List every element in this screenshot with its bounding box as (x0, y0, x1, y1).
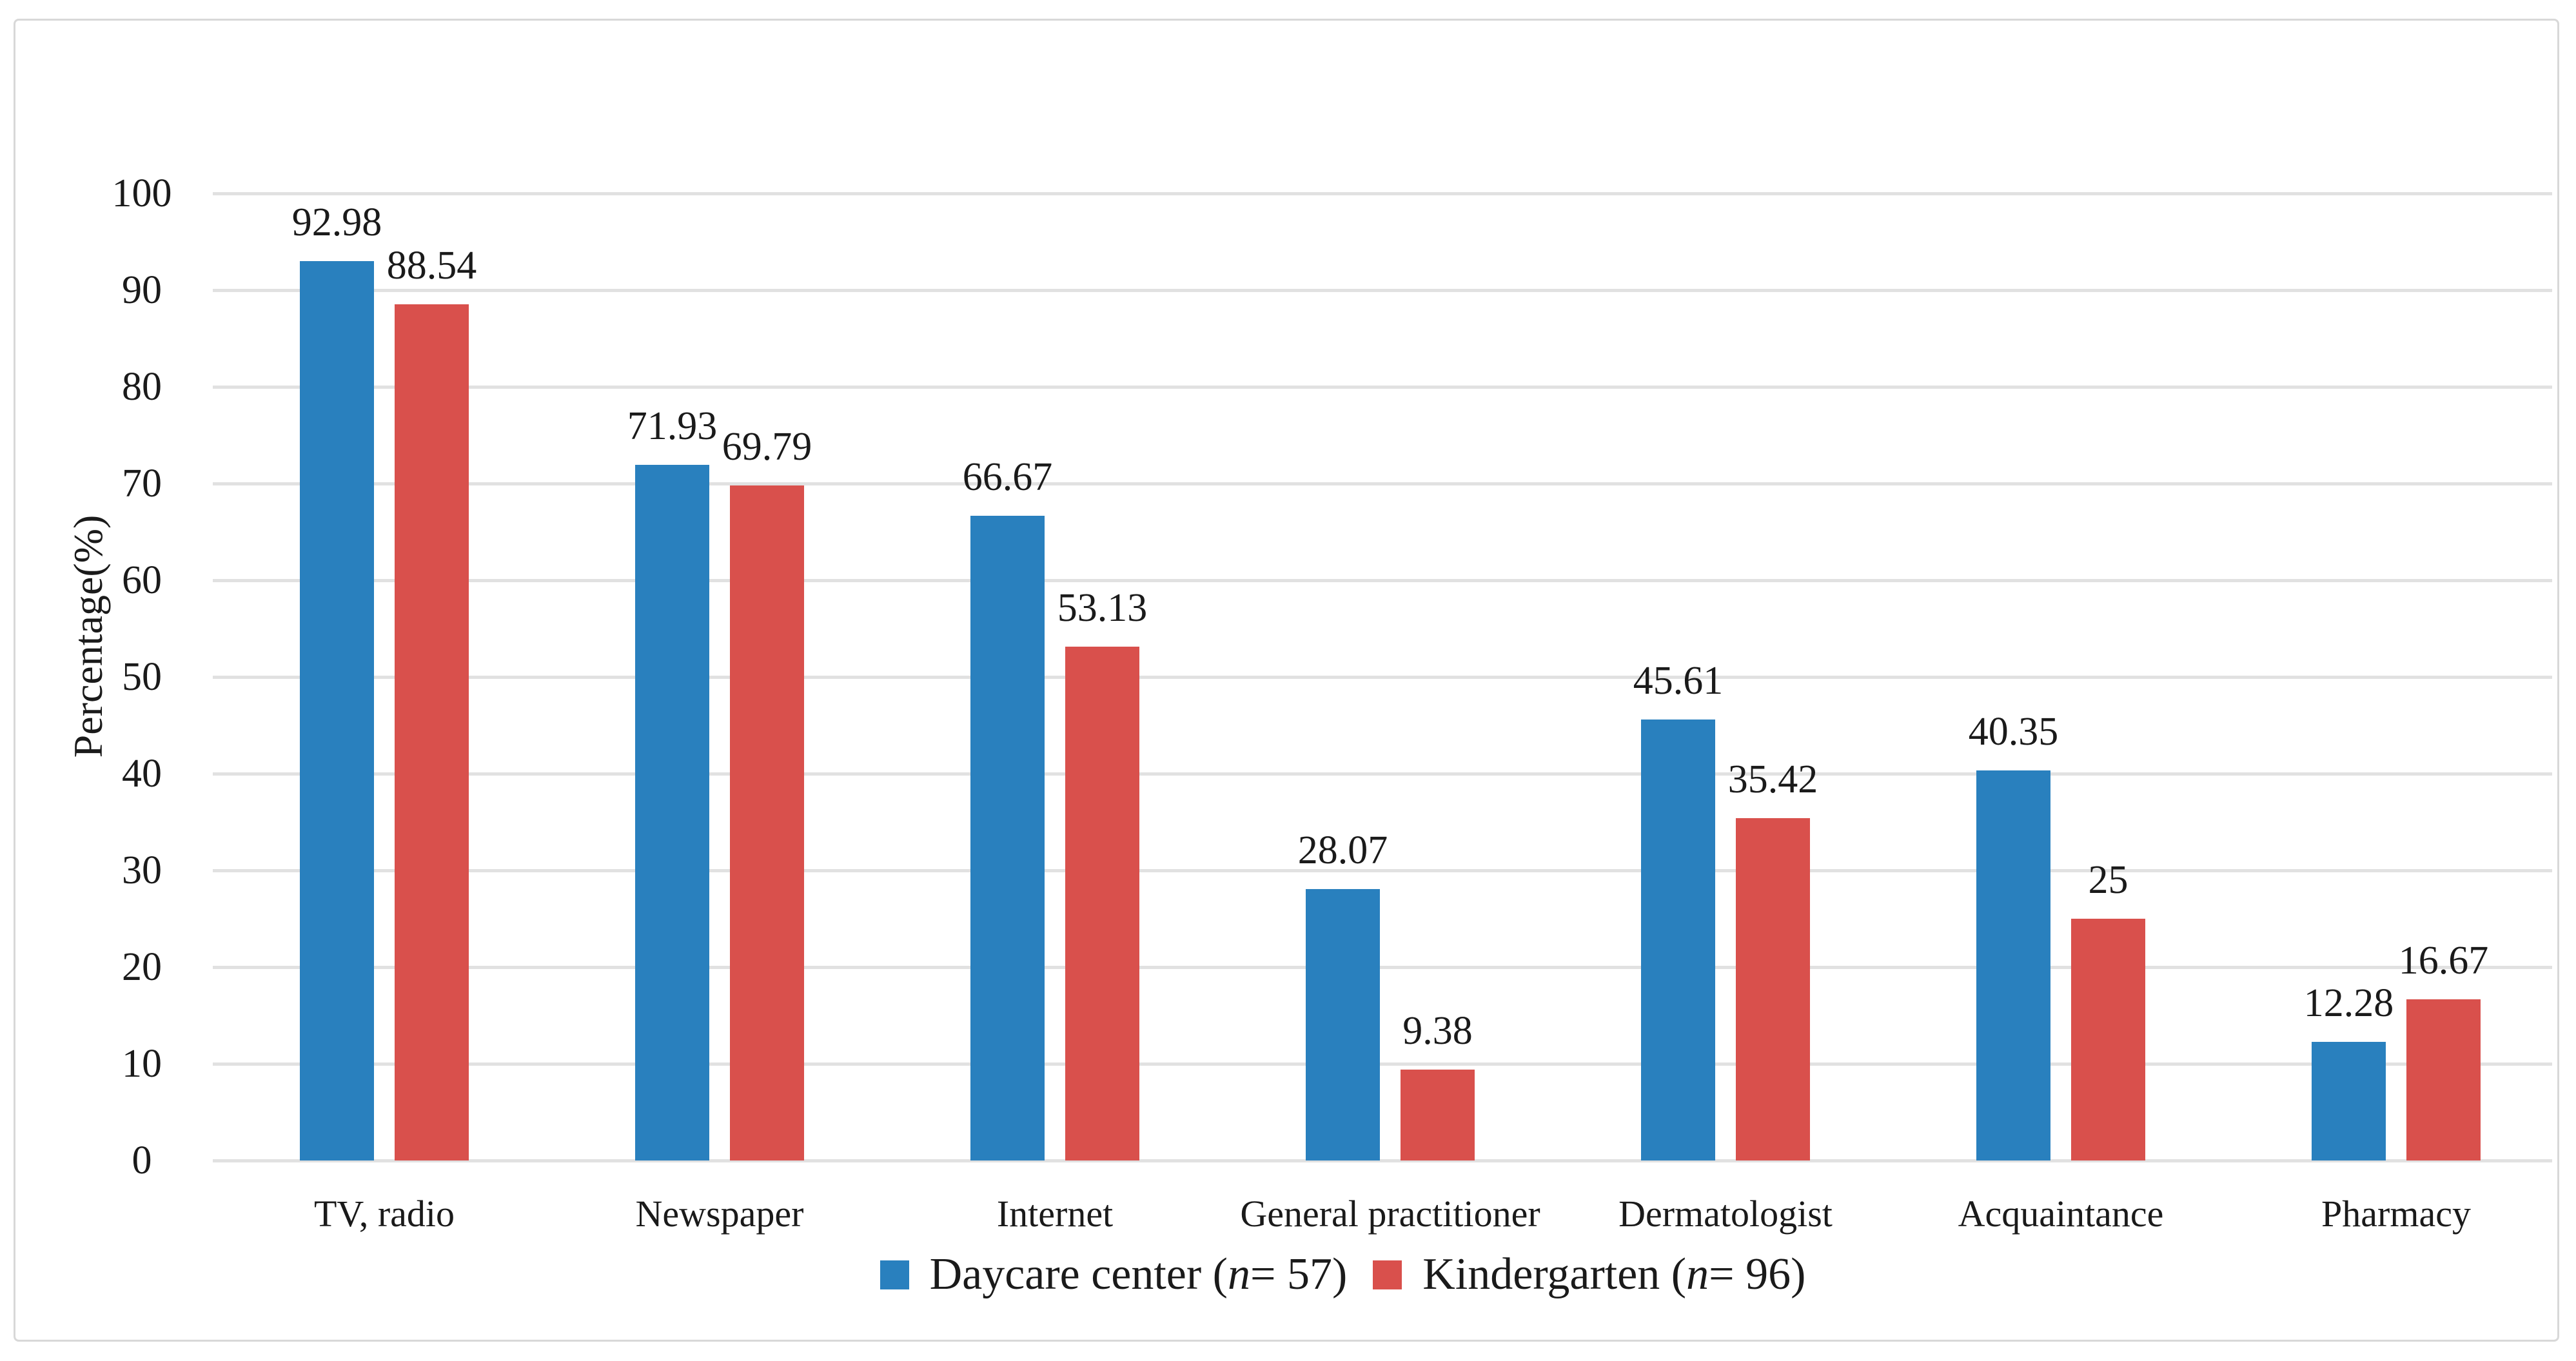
gridline-70 (213, 482, 2552, 485)
legend: Daycare center ( n = 57) Kindergarten (n … (55, 1248, 2576, 1302)
y-tick-label-40: 40 (122, 752, 162, 796)
y-tick-label-100: 100 (112, 171, 172, 215)
y-tick-label-0: 0 (132, 1139, 152, 1182)
bar-daycare-center-acquaintance (1976, 770, 2050, 1160)
value-label-daycare-center-tv-radio: 92.98 (291, 201, 382, 245)
y-tick-label-90: 90 (122, 268, 162, 312)
bar-kindergarten-newspaper (730, 485, 804, 1160)
value-label-kindergarten-tv-radio: 88.54 (386, 243, 477, 288)
legend-label-prefix: Daycare center ( (929, 1249, 1228, 1299)
gridline-100 (213, 192, 2552, 195)
gridline-60 (213, 579, 2552, 582)
bar-kindergarten-acquaintance (2071, 919, 2145, 1160)
gridline-40 (213, 772, 2552, 776)
gridline-50 (213, 676, 2552, 679)
legend-item-daycare-center: Daycare center ( n = 57) (880, 1249, 1348, 1300)
bar-kindergarten-tv-radio (395, 304, 469, 1160)
value-label-kindergarten-newspaper: 69.79 (722, 425, 812, 469)
y-tick-label-50: 50 (122, 655, 162, 699)
bar-daycare-center-tv-radio (300, 261, 374, 1160)
value-label-kindergarten-acquaintance: 25 (2088, 858, 2129, 902)
bar-kindergarten-pharmacy (2406, 999, 2481, 1160)
legend-marker-kindergarten (1373, 1260, 1402, 1289)
bar-kindergarten-dermatologist (1736, 818, 1810, 1160)
value-label-kindergarten-dermatologist: 35.42 (1727, 757, 1818, 801)
value-label-daycare-center-general-practitioner: 28.07 (1297, 828, 1388, 872)
x-axis-label-general-practitioner: General practitioner (1240, 1193, 1540, 1235)
gridline-30 (213, 869, 2552, 872)
legend-label-suffix: = 96) (1709, 1249, 1806, 1299)
y-tick-label-20: 20 (122, 945, 162, 989)
gridline-0 (213, 1159, 2552, 1162)
value-label-daycare-center-internet: 66.67 (962, 455, 1053, 499)
x-axis-label-tv-radio: TV, radio (313, 1193, 455, 1235)
y-tick-label-10: 10 (122, 1042, 162, 1086)
legend-label-prefix: Kindergarten ( (1422, 1249, 1687, 1299)
x-axis-label-acquaintance: Acquaintance (1958, 1193, 2164, 1235)
x-axis-label-pharmacy: Pharmacy (2321, 1193, 2471, 1235)
legend-marker-daycare-center (880, 1260, 909, 1289)
x-axis-label-newspaper: Newspaper (635, 1193, 804, 1235)
value-label-kindergarten-pharmacy: 16.67 (2398, 938, 2489, 983)
legend-label-suffix: = 57) (1250, 1249, 1348, 1299)
bar-daycare-center-pharmacy (2312, 1041, 2386, 1160)
value-label-daycare-center-newspaper: 71.93 (627, 404, 718, 449)
x-axis-label-dermatologist: Dermatologist (1618, 1193, 1833, 1235)
bar-kindergarten-general-practitioner (1401, 1070, 1475, 1160)
value-label-daycare-center-acquaintance: 40.35 (1968, 709, 2059, 754)
gridline-10 (213, 1062, 2552, 1066)
gridline-90 (213, 289, 2552, 292)
gridline-20 (213, 966, 2552, 969)
x-axis-label-internet: Internet (996, 1193, 1114, 1235)
value-label-daycare-center-dermatologist: 45.61 (1633, 658, 1724, 703)
bar-daycare-center-dermatologist (1641, 719, 1715, 1160)
bar-daycare-center-internet (970, 515, 1045, 1160)
value-label-kindergarten-internet: 53.13 (1057, 586, 1148, 631)
y-tick-label-80: 80 (122, 365, 162, 409)
gridline-80 (213, 386, 2552, 389)
legend-label-n-variable: n (1228, 1249, 1250, 1299)
value-label-kindergarten-general-practitioner: 9.38 (1402, 1009, 1473, 1053)
bar-kindergarten-internet (1065, 647, 1139, 1160)
bar-daycare-center-newspaper (635, 465, 709, 1160)
y-tick-label-60: 60 (122, 558, 162, 602)
y-tick-label-30: 30 (122, 848, 162, 892)
y-tick-label-70: 70 (122, 462, 162, 505)
legend-item-kindergarten: Kindergarten (n = 96) (1373, 1249, 1805, 1300)
value-label-daycare-center-pharmacy: 12.28 (2303, 981, 2394, 1025)
legend-label-n-variable: n (1686, 1249, 1709, 1299)
bar-daycare-center-general-practitioner (1306, 888, 1380, 1160)
